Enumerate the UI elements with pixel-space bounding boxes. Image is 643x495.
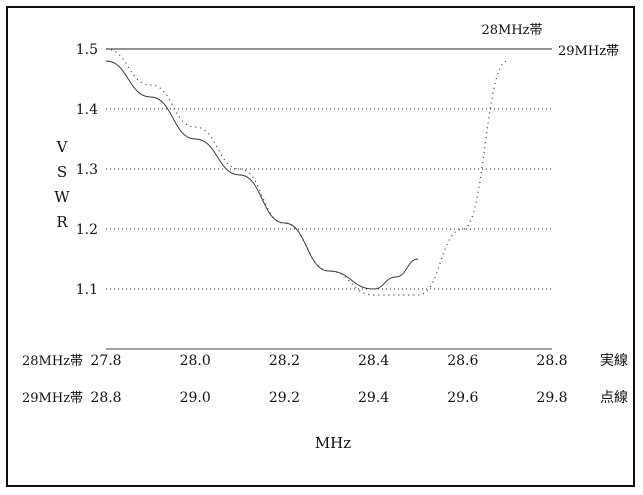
y-tick-label: 1.3 [76,162,98,178]
y-axis-label-letter: S [57,163,67,181]
x-axis-rows: 28MHz帯 27.8 28.0 28.2 28.4 28.6 28.8 実線 29MHz帯 28… [22,353,628,406]
x-axis-label: MHz [315,434,351,452]
x-tick-label: 28.6 [447,353,478,369]
x-tick-label: 29.2 [269,390,300,406]
x-tick-label: 29.0 [180,390,211,406]
grid-lines [106,48,552,350]
legend-label: 29MHz帯 [558,44,619,59]
legend-label: 28MHz帯 [481,23,542,38]
y-axis-label-letter: W [54,188,70,206]
y-tick-label: 1.5 [76,42,98,58]
chart-frame [6,6,635,487]
series-line-29mhz [105,48,508,296]
y-tick-label: 1.4 [76,102,98,118]
x-tick-label: 29.8 [536,390,567,406]
y-axis-label-letter: R [56,213,68,231]
x-tick-label: 29.4 [358,390,389,406]
axis-row-line-style: 実線 [600,353,628,369]
y-axis-label-letter: V [56,138,69,156]
y-tick-labels: 1.5 1.4 1.3 1.2 1.1 [76,42,98,298]
y-tick-label: 1.1 [76,282,98,298]
axis-row-band-label: 29MHz帯 [22,391,83,406]
x-tick-label: 27.8 [90,353,121,369]
x-tick-label: 28.8 [90,390,121,406]
x-tick-label: 28.4 [358,353,389,369]
x-tick-label: 28.2 [269,353,300,369]
x-tick-label: 28.8 [536,353,567,369]
series-lines [105,48,508,296]
legend: 28MHz帯 29MHz帯 [481,23,619,59]
x-tick-label: 28.0 [180,353,211,369]
axis-row-band-label: 28MHz帯 [22,354,83,369]
y-tick-label: 1.2 [76,222,98,238]
axis-row-line-style: 点線 [600,390,628,406]
series-line-28mhz [105,60,419,290]
x-tick-label: 29.6 [447,390,478,406]
